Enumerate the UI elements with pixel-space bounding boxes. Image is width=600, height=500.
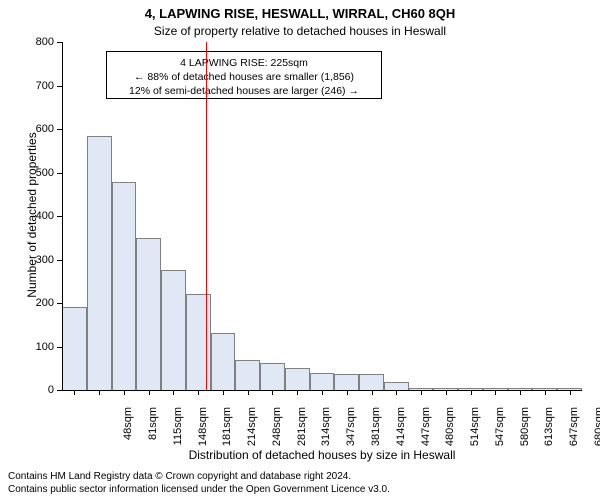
- x-tick-label: 347sqm: [345, 407, 357, 463]
- x-tick-label: 414sqm: [395, 407, 407, 463]
- y-tick-label: 300: [0, 254, 54, 266]
- y-tick: [57, 173, 62, 174]
- x-tick: [545, 390, 546, 395]
- x-tick: [471, 390, 472, 395]
- y-tick: [57, 129, 62, 130]
- x-tick: [570, 390, 571, 395]
- y-tick: [57, 390, 62, 391]
- x-tick-label: 381sqm: [370, 407, 382, 463]
- x-tick: [149, 390, 150, 395]
- histogram-bar: [161, 270, 186, 390]
- chart-root: { "titles": { "line1": "4, LAPWING RISE,…: [0, 0, 600, 500]
- histogram-bar: [359, 374, 384, 390]
- x-tick: [124, 390, 125, 395]
- x-tick-label: 514sqm: [469, 407, 481, 463]
- y-tick-label: 100: [0, 341, 54, 353]
- x-tick-label: 281sqm: [296, 407, 308, 463]
- histogram-bar: [62, 307, 87, 390]
- x-tick-label: 214sqm: [246, 407, 258, 463]
- y-tick-label: 200: [0, 297, 54, 309]
- histogram-bar: [87, 136, 112, 390]
- annotation-box: 4 LAPWING RISE: 225sqm ← 88% of detached…: [106, 51, 382, 99]
- x-tick-label: 447sqm: [420, 407, 432, 463]
- x-tick: [248, 390, 249, 395]
- y-tick: [57, 42, 62, 43]
- histogram-bar: [285, 368, 310, 390]
- x-tick-label: 547sqm: [494, 407, 506, 463]
- x-tick: [74, 390, 75, 395]
- annotation-line-2: ← 88% of detached houses are smaller (1,…: [113, 70, 375, 84]
- y-axis-line: [62, 42, 63, 390]
- x-tick: [372, 390, 373, 395]
- x-tick: [272, 390, 273, 395]
- histogram-bar: [235, 360, 260, 390]
- x-tick-label: 580sqm: [519, 407, 531, 463]
- x-tick: [173, 390, 174, 395]
- x-tick: [198, 390, 199, 395]
- chart-subtitle: Size of property relative to detached ho…: [0, 24, 600, 38]
- x-tick-label: 115sqm: [172, 407, 184, 463]
- y-tick-label: 0: [0, 384, 54, 396]
- y-tick: [57, 347, 62, 348]
- y-tick-label: 600: [0, 123, 54, 135]
- histogram-bar: [310, 373, 335, 390]
- footer-line-2: Contains public sector information licen…: [8, 483, 390, 496]
- x-tick: [396, 390, 397, 395]
- x-tick: [223, 390, 224, 395]
- y-tick: [57, 86, 62, 87]
- x-tick-label: 680sqm: [593, 407, 600, 463]
- x-tick-label: 248sqm: [271, 407, 283, 463]
- reference-line: [206, 42, 207, 390]
- x-tick-label: 81sqm: [147, 407, 159, 463]
- histogram-bar: [211, 333, 236, 390]
- x-tick: [495, 390, 496, 395]
- x-tick: [347, 390, 348, 395]
- x-tick-label: 613sqm: [543, 407, 555, 463]
- y-tick-label: 400: [0, 210, 54, 222]
- histogram-bar: [384, 382, 409, 390]
- histogram-bar: [136, 238, 161, 390]
- y-tick: [57, 303, 62, 304]
- x-tick: [446, 390, 447, 395]
- footer-attribution: Contains HM Land Registry data © Crown c…: [8, 470, 390, 496]
- x-tick: [99, 390, 100, 395]
- x-tick: [322, 390, 323, 395]
- x-tick: [520, 390, 521, 395]
- x-tick-label: 314sqm: [320, 407, 332, 463]
- x-tick-label: 480sqm: [444, 407, 456, 463]
- annotation-line-3: 12% of semi-detached houses are larger (…: [113, 84, 375, 98]
- x-tick-label: 181sqm: [221, 407, 233, 463]
- annotation-line-1: 4 LAPWING RISE: 225sqm: [113, 56, 375, 70]
- y-tick: [57, 260, 62, 261]
- y-tick-label: 500: [0, 167, 54, 179]
- x-tick-label: 48sqm: [122, 407, 134, 463]
- x-tick: [297, 390, 298, 395]
- y-tick-label: 800: [0, 36, 54, 48]
- x-tick: [421, 390, 422, 395]
- y-tick-label: 700: [0, 80, 54, 92]
- chart-title-address: 4, LAPWING RISE, HESWALL, WIRRAL, CH60 8…: [0, 6, 600, 21]
- histogram-bar: [334, 374, 359, 390]
- x-tick-label: 148sqm: [197, 407, 209, 463]
- x-tick-label: 647sqm: [568, 407, 580, 463]
- histogram-bar: [260, 363, 285, 390]
- footer-line-1: Contains HM Land Registry data © Crown c…: [8, 470, 390, 483]
- histogram-bar: [112, 182, 137, 390]
- y-tick: [57, 216, 62, 217]
